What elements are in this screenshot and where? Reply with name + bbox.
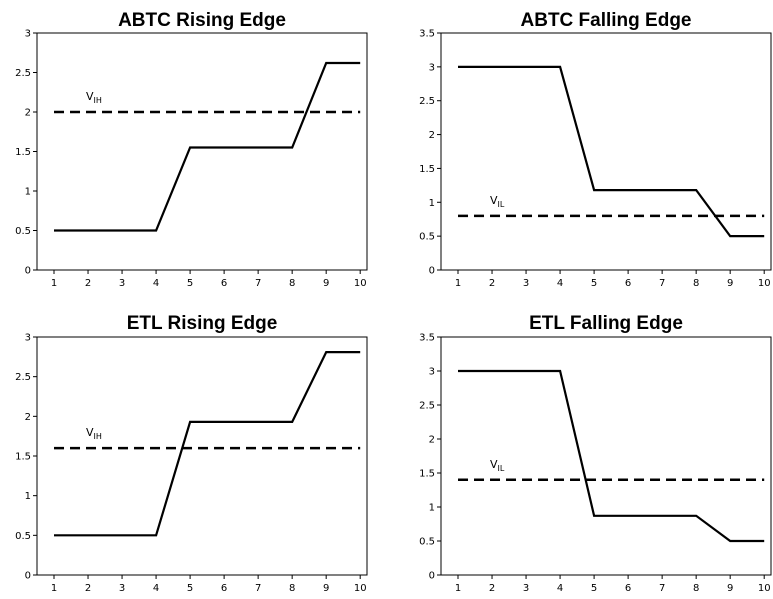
- y-tick-label: 0.5: [15, 531, 31, 542]
- x-tick-label: 9: [323, 278, 329, 289]
- y-tick-label: 0.5: [15, 226, 31, 237]
- chart-title: ETL Rising Edge: [127, 313, 278, 334]
- x-tick-label: 2: [489, 583, 495, 594]
- x-tick-label: 5: [591, 278, 597, 289]
- x-tick-label: 3: [523, 278, 529, 289]
- y-tick-label: 2.5: [419, 96, 435, 107]
- y-tick-label: 1: [429, 198, 435, 209]
- y-tick-label: 2: [25, 108, 31, 119]
- y-tick-label: 2.5: [15, 372, 31, 383]
- x-tick-label: 4: [153, 278, 159, 289]
- x-tick-label: 1: [51, 583, 57, 594]
- x-tick-label: 8: [289, 583, 295, 594]
- x-tick-label: 10: [758, 278, 771, 289]
- y-tick-label: 2: [429, 435, 435, 446]
- x-tick-label: 6: [625, 278, 631, 289]
- y-tick-label: 3: [25, 29, 31, 40]
- y-tick-label: 2.5: [15, 68, 31, 79]
- x-tick-label: 1: [51, 278, 57, 289]
- x-tick-label: 8: [289, 278, 295, 289]
- x-tick-label: 3: [523, 583, 529, 594]
- chart-title: ABTC Falling Edge: [521, 10, 692, 31]
- x-tick-label: 2: [489, 278, 495, 289]
- y-tick-label: 0: [429, 571, 435, 582]
- x-tick-label: 6: [221, 278, 227, 289]
- x-tick-label: 5: [187, 278, 193, 289]
- y-tick-label: 2: [25, 412, 31, 423]
- series-line: [458, 369, 765, 543]
- x-tick-label: 6: [625, 583, 631, 594]
- y-tick-label: 1.5: [419, 469, 435, 480]
- series-line: [54, 61, 361, 232]
- chart-title: ETL Falling Edge: [529, 313, 683, 334]
- x-tick-label: 9: [323, 583, 329, 594]
- x-tick-label: 10: [354, 278, 367, 289]
- x-tick-label: 4: [153, 583, 159, 594]
- y-tick-label: 0: [25, 571, 31, 582]
- y-tick-label: 3.5: [419, 333, 435, 344]
- y-tick-label: 0: [25, 266, 31, 277]
- x-tick-label: 7: [659, 583, 665, 594]
- x-tick-label: 10: [354, 583, 367, 594]
- y-tick-label: 3: [429, 62, 435, 73]
- chart-title: ABTC Rising Edge: [118, 10, 286, 31]
- plot-frame: [36, 32, 368, 271]
- x-tick-label: 8: [693, 278, 699, 289]
- x-tick-label: 5: [591, 583, 597, 594]
- reference-line-label: VIL: [490, 458, 505, 473]
- x-tick-label: 2: [85, 278, 91, 289]
- chart-panel-etl-falling: ETL Falling Edge 0 0.5 1 1.5 2 2.5 3 3.5 1 2 3 4 5 6 7…: [419, 313, 772, 594]
- y-tick-label: 0.5: [419, 537, 435, 548]
- y-tick-label: 3: [25, 333, 31, 344]
- x-tick-label: 4: [557, 583, 563, 594]
- y-tick-label: 3: [429, 367, 435, 378]
- plot-frame: [36, 336, 368, 576]
- y-tick-label: 2: [429, 130, 435, 141]
- x-tick-label: 1: [455, 583, 461, 594]
- x-tick-label: 10: [758, 583, 771, 594]
- x-tick-label: 9: [727, 278, 733, 289]
- reference-line-label: VIH: [86, 426, 102, 441]
- x-tick-label: 3: [119, 583, 125, 594]
- chart-panel-etl-rising: ETL Rising Edge 0 0.5 1 1.5 2 2.5 3 1 2 3 4 5 6 7 8 9 10…: [15, 313, 368, 594]
- y-tick-label: 1.5: [419, 164, 435, 175]
- x-tick-label: 2: [85, 583, 91, 594]
- x-tick-label: 8: [693, 583, 699, 594]
- series-line: [458, 65, 765, 238]
- x-tick-label: 3: [119, 278, 125, 289]
- x-tick-label: 4: [557, 278, 563, 289]
- chart-panel-abtc-rising: ABTC Rising Edge 0 0.5 1 1.5 2 2.5 3 1 2 3 4 5 6 7 8 9 1…: [15, 10, 368, 289]
- y-tick-label: 1.5: [15, 452, 31, 463]
- x-tick-label: 7: [255, 278, 261, 289]
- x-tick-label: 9: [727, 583, 733, 594]
- series-line: [54, 351, 361, 537]
- x-tick-label: 7: [659, 278, 665, 289]
- x-tick-label: 7: [255, 583, 261, 594]
- y-tick-label: 1: [429, 503, 435, 514]
- y-tick-label: 2.5: [419, 401, 435, 412]
- y-tick-label: 1: [25, 187, 31, 198]
- y-tick-label: 1.5: [15, 147, 31, 158]
- reference-line-label: VIL: [490, 194, 505, 209]
- plot-frame: [440, 32, 772, 271]
- chart-panel-abtc-falling: ABTC Falling Edge 0 0.5 1 1.5 2 2.5 3 3.5 1 2 3 4 5 6…: [419, 10, 772, 289]
- y-tick-label: 0: [429, 266, 435, 277]
- reference-line-label: VIH: [86, 90, 102, 105]
- x-tick-label: 6: [221, 583, 227, 594]
- x-tick-label: 1: [455, 278, 461, 289]
- x-tick-label: 5: [187, 583, 193, 594]
- y-tick-label: 3.5: [419, 29, 435, 40]
- y-tick-label: 1: [25, 491, 31, 502]
- plot-frame: [440, 336, 772, 576]
- y-tick-label: 0.5: [419, 232, 435, 243]
